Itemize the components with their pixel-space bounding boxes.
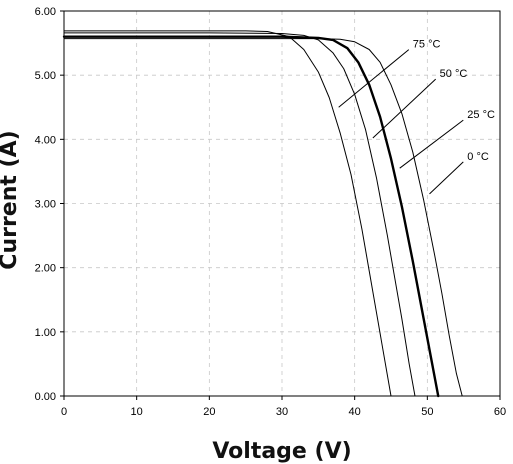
x-tick-label: 60	[494, 406, 506, 418]
series-line-1	[63, 32, 416, 397]
series-line-0	[63, 30, 392, 397]
series-layer	[62, 30, 463, 398]
annotation-label-3: 0 °C	[467, 151, 489, 163]
y-tick-label: 2.00	[35, 263, 56, 275]
annotation-layer: 75 °C 50 °C 25 °C 0 °C	[338, 39, 495, 195]
x-axis-title: Voltage (V)	[212, 439, 351, 464]
annotation-label-0: 75 °C	[413, 39, 441, 51]
series-line-3	[63, 38, 463, 397]
x-tick-label: 40	[349, 406, 361, 418]
annotation-leader-2	[399, 119, 464, 169]
annotation-label-2: 25 °C	[467, 109, 495, 121]
x-tick-label: 0	[61, 406, 67, 418]
grid-layer	[64, 11, 500, 396]
annotation-leader-1	[372, 78, 437, 139]
x-tick-label: 30	[276, 406, 288, 418]
tick-layer: 0 10 20 30 40 50 60 0.00 1.00 2.00 3.00 4.00 5.00 6.0…	[35, 6, 507, 418]
annotation-label-1: 50 °C	[440, 68, 468, 80]
series-line-2	[62, 35, 440, 398]
y-tick-label: 3.00	[35, 199, 56, 211]
y-tick-label: 4.00	[35, 134, 56, 146]
annotation-leader-0	[338, 49, 410, 108]
y-tick-label: 1.00	[35, 327, 56, 339]
x-tick-label: 50	[421, 406, 433, 418]
x-tick-label: 20	[203, 406, 215, 418]
y-tick-label: 0.00	[35, 391, 56, 403]
y-axis-title: Current (A)	[0, 130, 22, 269]
x-tick-label: 10	[131, 406, 143, 418]
y-tick-label: 5.00	[35, 70, 56, 82]
y-tick-label: 6.00	[35, 6, 56, 18]
annotation-leader-3	[429, 161, 464, 195]
